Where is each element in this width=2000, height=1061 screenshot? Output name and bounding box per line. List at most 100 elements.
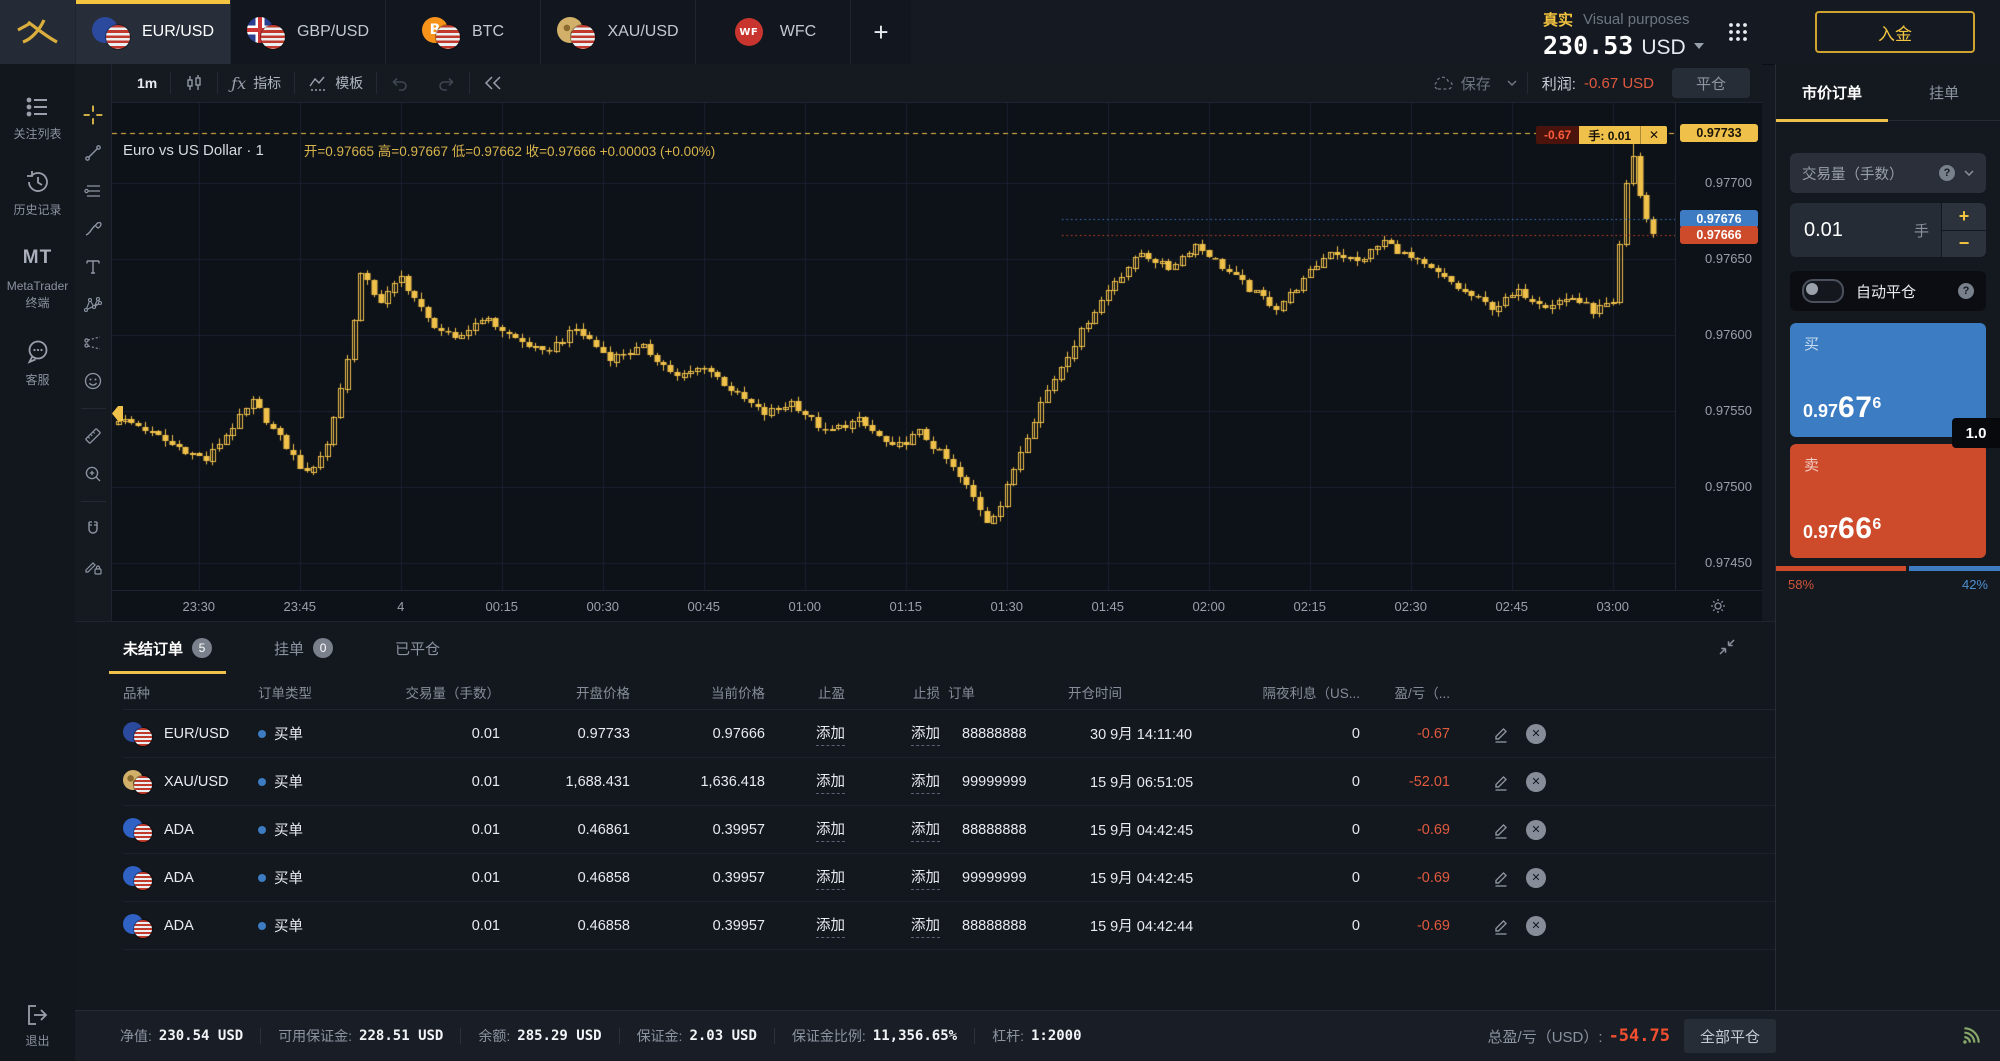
orders-tab-未结订单[interactable]: 未结订单 5 [108, 622, 227, 674]
zoom-in-icon[interactable] [82, 463, 104, 485]
orders-tab-已平仓[interactable]: 已平仓 [395, 622, 440, 674]
volume-selector[interactable]: 交易量（手数） [1790, 153, 1986, 193]
time-tick-00:15: 00:15 [485, 599, 519, 614]
order-sl-cell: 添加 [853, 866, 948, 890]
position-close-icon[interactable]: ✕ [1640, 126, 1668, 144]
magnet-icon[interactable] [82, 518, 104, 540]
template-chart-icon [309, 76, 326, 91]
auto-close-label: 自动平仓 [1856, 283, 1917, 301]
replay-button[interactable] [470, 70, 516, 96]
forecast-icon[interactable] [82, 332, 104, 354]
deposit-button[interactable]: 入金 [1815, 11, 1975, 53]
add-take-profit-link[interactable]: 添加 [816, 722, 845, 746]
edit-order-button[interactable] [1492, 724, 1510, 743]
close-position-button[interactable]: 平仓 [1672, 68, 1750, 98]
gb-symbol-icon [246, 14, 286, 50]
order-type-label: 买单 [274, 823, 303, 839]
text-icon[interactable] [82, 256, 104, 278]
add-symbol-tab-button[interactable]: + [850, 0, 911, 64]
collapse-panel-button[interactable] [1717, 637, 1737, 657]
close-order-button[interactable] [1526, 915, 1546, 936]
chart-plot[interactable]: Euro vs US Dollar · 1 开=0.97665 高=0.9766… [112, 103, 1675, 590]
sidebar-item-0[interactable]: 关注列表 [2, 96, 74, 142]
order-type-tab-挂单[interactable]: 挂单 [1928, 84, 1959, 102]
horizontal-lines-icon[interactable] [82, 180, 104, 202]
add-stop-loss-link[interactable]: 添加 [911, 914, 940, 938]
add-stop-loss-link[interactable]: 添加 [911, 770, 940, 794]
close-order-button[interactable] [1526, 723, 1546, 744]
symbol-tab-gbp-usd[interactable]: GBP/USD [230, 0, 385, 64]
add-take-profit-link[interactable]: 添加 [816, 770, 845, 794]
add-take-profit-link[interactable]: 添加 [816, 866, 845, 890]
add-stop-loss-link[interactable]: 添加 [911, 866, 940, 890]
close-all-button[interactable]: 全部平仓 [1683, 1019, 1776, 1053]
volume-decrease-button[interactable]: − [1942, 229, 1986, 257]
indicators-button[interactable]: ƒx 指标 [218, 70, 294, 96]
us-flag-icon [134, 776, 152, 794]
volume-label: 交易量（手数） [1802, 166, 1904, 183]
drawing-lock-icon[interactable] [82, 556, 104, 578]
offscreen-position-marker[interactable] [112, 406, 123, 421]
close-order-button[interactable] [1526, 867, 1546, 888]
edit-order-button[interactable] [1492, 868, 1510, 887]
add-take-profit-link[interactable]: 添加 [816, 818, 845, 842]
apps-grid-button[interactable] [1727, 21, 1749, 43]
ruler-icon[interactable] [82, 425, 104, 447]
help-icon[interactable] [1939, 165, 1955, 181]
add-take-profit-link[interactable]: 添加 [816, 914, 845, 938]
edit-order-button[interactable] [1492, 820, 1510, 839]
symbol-tab-wfc[interactable]: WF WFC [695, 0, 850, 64]
symbol-tab-xau-usd[interactable]: XAU/USD [540, 0, 695, 64]
volume-increase-button[interactable]: + [1942, 203, 1986, 230]
symbol-tab-btc[interactable]: B BTC [385, 0, 540, 64]
undo-button[interactable] [377, 70, 423, 96]
sidebar-item-1[interactable]: 历史记录 [2, 170, 74, 218]
sidebar-item-3[interactable]: 客服 [2, 339, 74, 388]
help-icon[interactable] [1958, 283, 1974, 299]
auto-close-toggle[interactable] [1802, 279, 1844, 303]
sidebar-item-2[interactable]: MT MetaTrader 终端 [2, 246, 74, 310]
redo-button[interactable] [423, 70, 469, 96]
time-tick-01:15: 01:15 [889, 599, 923, 614]
emoji-icon[interactable] [82, 370, 104, 392]
time-tick-02:45: 02:45 [1495, 599, 1528, 614]
time-axis[interactable]: 23:30 23:45 4 00:15 00:30 00:45 01:00 01:15 01:3… [112, 590, 1762, 621]
close-order-button[interactable] [1526, 771, 1546, 792]
trendline-icon[interactable] [82, 142, 104, 164]
volume-input[interactable]: 0.01 手 + − [1790, 203, 1986, 257]
symbol-tab-label: XAU/USD [607, 23, 679, 40]
order-type-tab-市价订单[interactable]: 市价订单 [1776, 64, 1888, 122]
buy-price-pip: 6 [1872, 395, 1882, 412]
close-order-button[interactable] [1526, 819, 1546, 840]
add-stop-loss-link[interactable]: 添加 [911, 722, 940, 746]
order-tp-cell: 添加 [773, 770, 853, 794]
orders-tab-挂单[interactable]: 挂单 0 [274, 622, 334, 674]
add-stop-loss-link[interactable]: 添加 [911, 818, 940, 842]
order-type: 买单 [258, 771, 373, 792]
crosshair-icon[interactable] [82, 104, 104, 126]
template-button[interactable]: 模板 [295, 70, 376, 96]
axis-settings-button[interactable] [1710, 598, 1726, 614]
save-layout-button[interactable]: 保存 [1432, 73, 1527, 94]
xabcd-pattern-icon[interactable] [82, 294, 104, 316]
order-type-label: 买单 [274, 727, 303, 743]
interval-button[interactable]: 1m [124, 70, 170, 96]
toolbar-divider [80, 501, 106, 502]
order-swap: 0 [1351, 773, 1360, 790]
position-lots[interactable]: 手: 0.01 [1579, 126, 1641, 144]
logout-button[interactable]: 退出 [0, 1004, 75, 1049]
total-pl-value: -54.75 [1608, 1026, 1670, 1046]
price-axis[interactable]: 0.97700 0.97650 0.97600 0.97550 0.97500 0.974… [1675, 103, 1762, 590]
brand-logo[interactable] [0, 0, 75, 64]
order-open-time: 15 9月 04:42:45 [1090, 871, 1194, 887]
order-type-label: 买单 [274, 775, 303, 791]
edit-order-button[interactable] [1492, 772, 1510, 791]
brush-icon[interactable] [82, 218, 104, 240]
buy-button[interactable]: 买 0.97 67 6 [1790, 323, 1986, 437]
volume-value[interactable]: 0.01 [1804, 218, 1843, 241]
edit-order-button[interactable] [1492, 916, 1510, 935]
account-selector[interactable]: 真实 Visual purposes 230.53 USD [1543, 9, 1704, 60]
symbol-tab-eur-usd[interactable]: EUR/USD [75, 0, 230, 64]
chart-type-button[interactable] [171, 70, 217, 96]
sell-button[interactable]: 卖 0.97 66 6 [1790, 444, 1986, 558]
